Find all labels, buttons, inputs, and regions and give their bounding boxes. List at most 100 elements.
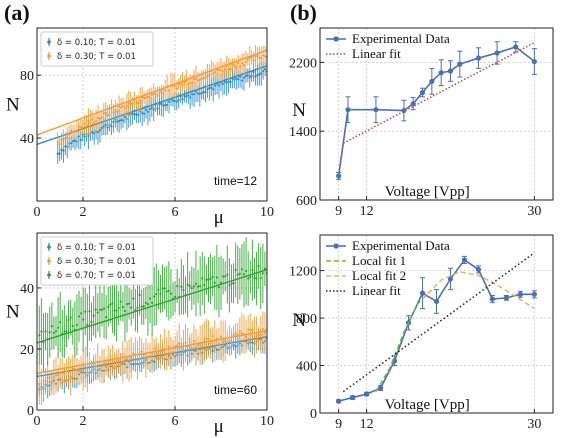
data-point [153, 360, 156, 363]
data-point [141, 111, 144, 115]
data-point [196, 92, 199, 95]
data-point [237, 78, 240, 81]
data-point [222, 340, 225, 343]
data-point [90, 320, 93, 323]
data-point [137, 101, 140, 105]
data-point [128, 302, 131, 305]
data-point [217, 286, 221, 289]
data-point [113, 309, 116, 312]
data-point [219, 335, 223, 338]
data-point [42, 386, 45, 389]
data-point [345, 107, 351, 113]
axes-frame [319, 27, 554, 201]
y-tick-label: 1200 [289, 265, 317, 280]
data-point [112, 120, 115, 124]
data-point [189, 96, 192, 99]
data-point [70, 129, 73, 132]
data-point [87, 119, 90, 123]
data-point [79, 312, 83, 315]
data-point [38, 382, 41, 386]
y-axis-label: N [292, 100, 306, 121]
data-point [48, 380, 51, 384]
data-point [133, 113, 136, 116]
data-point [205, 278, 208, 281]
data-point [50, 381, 53, 384]
data-point [217, 84, 221, 87]
data-point [239, 65, 242, 68]
data-point [531, 58, 537, 65]
data-point [531, 291, 537, 297]
data-point [109, 303, 112, 306]
data-point [198, 78, 201, 81]
legend-label: Linear fit [352, 283, 401, 298]
data-point [211, 275, 214, 279]
data-point [105, 316, 108, 319]
data-point [164, 89, 167, 92]
data-point [98, 129, 102, 132]
data-point [125, 117, 128, 120]
data-point [245, 269, 248, 273]
y-tick-label: 40 [20, 282, 34, 297]
data-point [144, 96, 148, 99]
data-point [199, 344, 202, 347]
data-point [242, 76, 246, 79]
fit-line-3 [342, 252, 535, 393]
data-point [123, 115, 127, 118]
data-point [236, 333, 239, 336]
data-point [489, 296, 496, 302]
data-point [494, 50, 500, 56]
fit-line [37, 329, 267, 375]
data-point [102, 125, 105, 128]
data-point [62, 149, 65, 152]
data-point [144, 301, 147, 304]
data-point [114, 108, 117, 112]
x-tick-label: 2 [80, 205, 87, 220]
axes-frame [319, 234, 554, 414]
legend: δ = 0.10; T = 0.01 δ = 0.30; T = 0.01 [40, 31, 154, 67]
series-1 [37, 311, 267, 406]
data-point [228, 284, 231, 287]
legend-label: δ = 0.30; T = 0.01 [57, 52, 136, 62]
x-tick-label: 12 [360, 417, 374, 432]
data-point [48, 331, 51, 334]
data-point [364, 391, 370, 397]
data-point [84, 310, 87, 313]
data-point [107, 305, 110, 308]
data-point [457, 61, 463, 67]
data-point [46, 376, 49, 379]
data-point [104, 123, 107, 126]
plot-area [336, 41, 537, 180]
y-axis-label: N [292, 310, 306, 331]
data-point [64, 145, 67, 148]
data-point [143, 96, 146, 100]
data-point [71, 131, 75, 134]
x-tick-label: 2 [80, 414, 87, 429]
legend: δ = 0.10; T = 0.01 δ = 0.30; T = 0.01 δ = … [40, 236, 154, 286]
x-tick-label: 30 [527, 204, 541, 219]
data-point [207, 337, 210, 340]
data-point [249, 275, 252, 279]
data-point [475, 266, 482, 273]
data-point [111, 302, 114, 305]
data-point [259, 333, 262, 336]
data-point [239, 75, 242, 78]
data-point [57, 374, 60, 377]
data-point [119, 118, 123, 122]
data-point [109, 363, 112, 367]
legend-label: Local fit 1 [352, 253, 406, 268]
data-point [98, 308, 101, 311]
data-point [67, 318, 70, 322]
data-point [234, 268, 237, 271]
x-axis-label: Voltage [Vpp] [385, 397, 470, 413]
axes-frame [36, 232, 268, 411]
data-point [212, 88, 215, 91]
series-0 [37, 60, 267, 164]
data-point [54, 330, 58, 333]
data-point [245, 335, 248, 338]
data-point [253, 336, 256, 339]
data-point [240, 62, 244, 65]
data-point [119, 363, 122, 366]
data-point [59, 372, 62, 375]
data-point [187, 83, 190, 86]
legend-label: δ = 0.70; T = 0.01 [57, 271, 136, 281]
